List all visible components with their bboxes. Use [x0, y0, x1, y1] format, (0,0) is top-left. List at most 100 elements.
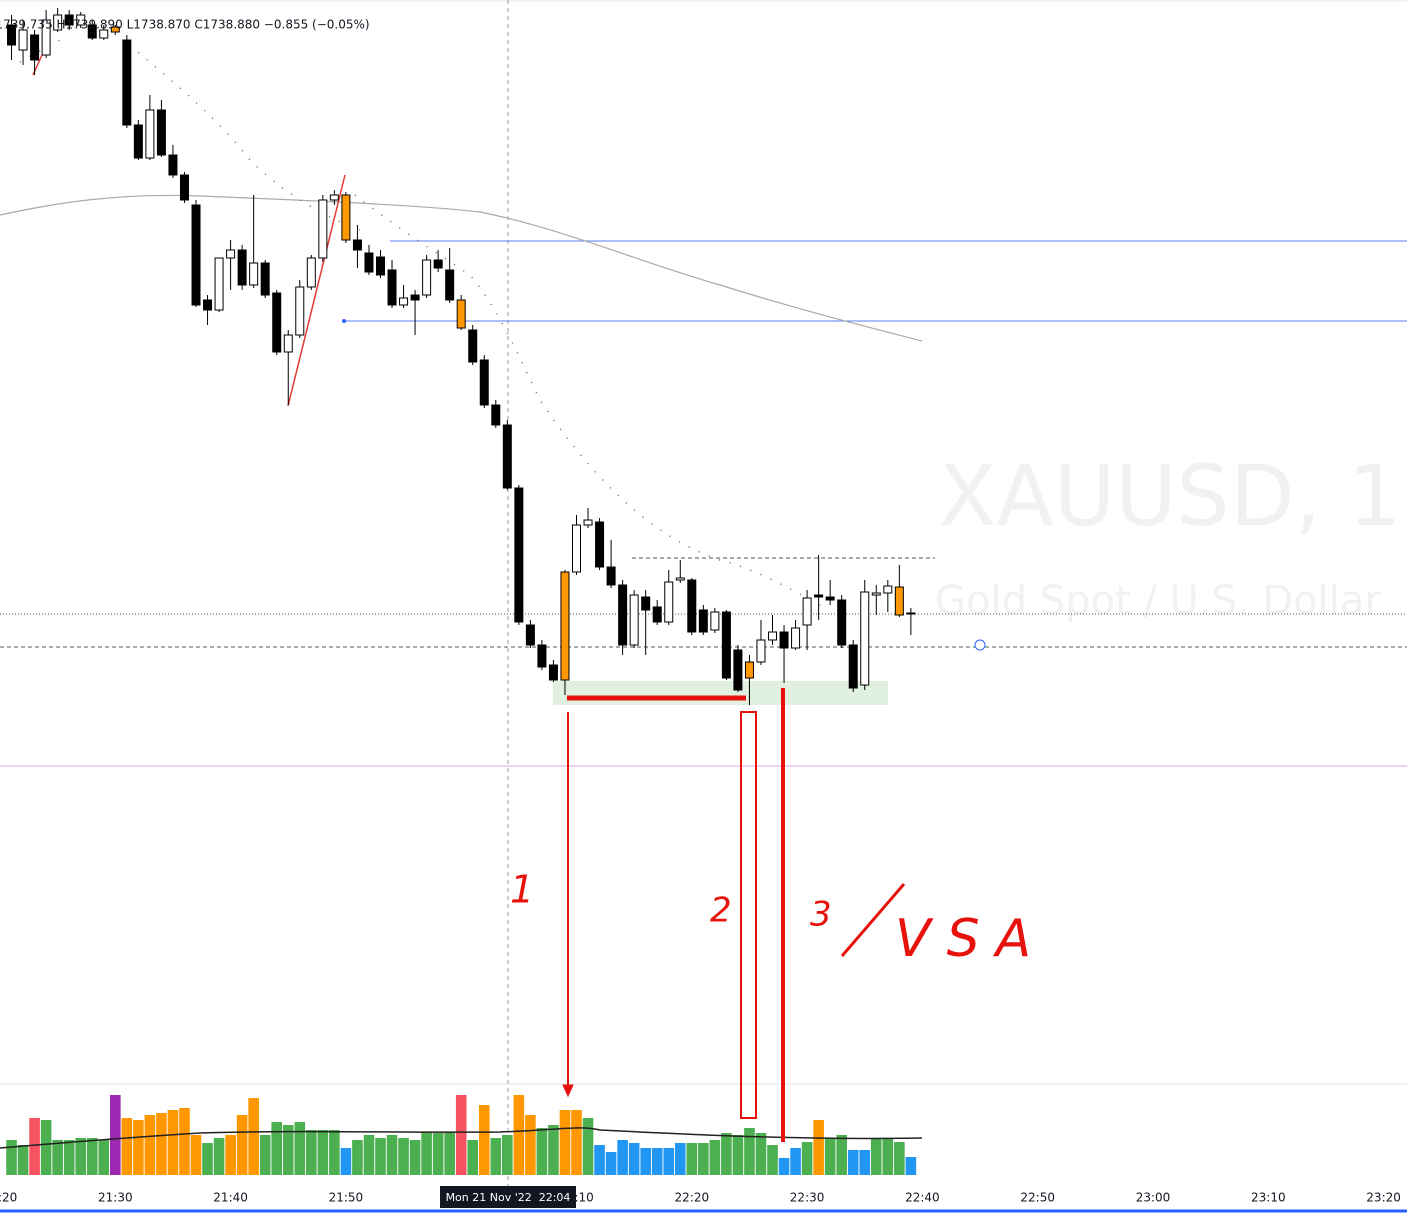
volume-bar — [363, 1135, 375, 1175]
volume-bar — [259, 1135, 271, 1175]
candle-body — [76, 14, 86, 26]
x-tick-label: 22:30 — [790, 1191, 825, 1205]
candle-body — [675, 577, 685, 581]
volume-bar — [421, 1132, 432, 1175]
candle-body — [906, 612, 916, 615]
volume-bar — [663, 1148, 675, 1175]
candle-body — [341, 194, 351, 241]
volume-bar — [894, 1142, 905, 1175]
volume-bar — [813, 1120, 824, 1175]
volume-bar — [352, 1140, 363, 1175]
crosshair-handle[interactable] — [974, 639, 986, 651]
candle-body — [837, 599, 847, 646]
volume-bar — [121, 1118, 133, 1175]
volume-bar — [190, 1135, 202, 1175]
volume-bar — [536, 1128, 548, 1175]
candle-body — [30, 34, 40, 61]
candle-body — [710, 611, 720, 631]
candle-body — [306, 257, 316, 288]
candle-body — [883, 585, 893, 594]
volume-bar — [478, 1105, 490, 1175]
candle-body — [572, 524, 581, 573]
sar-dots — [19, 39, 821, 606]
candle-body — [468, 329, 478, 363]
x-tick-label: 21:30 — [98, 1191, 133, 1205]
volume-bar — [317, 1130, 329, 1175]
annotation: VSA — [895, 909, 1047, 969]
volume-bar — [156, 1113, 167, 1175]
trend-line — [287, 174, 346, 407]
candle-body — [595, 521, 605, 568]
annotation: 2 — [710, 891, 732, 931]
watermark-symbol: XAUUSD, 1 — [939, 447, 1402, 545]
volume-bar — [617, 1140, 628, 1175]
candle-body — [606, 566, 616, 586]
candle-body — [375, 256, 385, 276]
volume-pane — [6, 1095, 917, 1175]
volume-bar — [905, 1157, 917, 1175]
x-tick-label: 23:20 — [1366, 1191, 1401, 1205]
watermark-name: Gold Spot / U.S. Dollar — [935, 578, 1381, 624]
crosshair-label-bg — [440, 1186, 576, 1208]
candle-body — [721, 611, 731, 679]
volume-bar — [432, 1133, 444, 1175]
candle-body — [260, 262, 270, 296]
volume-bar — [63, 1140, 75, 1175]
candle-body — [629, 594, 639, 646]
candle-body — [583, 519, 593, 526]
volume-bar — [271, 1122, 283, 1175]
candle-body — [814, 594, 824, 598]
volume-bar — [571, 1110, 582, 1175]
volume-bar — [86, 1138, 98, 1175]
volume-bar — [709, 1140, 721, 1175]
candle-body — [203, 299, 213, 311]
annotations — [562, 688, 906, 1142]
candle-body — [41, 19, 51, 56]
volume-bar — [282, 1125, 294, 1175]
volume-bar — [213, 1138, 225, 1175]
candle-body — [779, 631, 789, 649]
volume-bar — [790, 1148, 801, 1175]
volume-bar — [582, 1118, 594, 1175]
volume-bar — [836, 1135, 847, 1175]
candle-body — [18, 29, 28, 51]
volume-bar — [398, 1138, 409, 1175]
candle-body — [791, 627, 801, 649]
volume-bar — [686, 1143, 698, 1175]
volume-bar — [133, 1120, 144, 1175]
crosshair-label: Mon 21 Nov '22 22:04 — [446, 1191, 571, 1204]
candle-body — [664, 581, 674, 623]
candle-body — [548, 664, 558, 681]
candle-body — [145, 109, 155, 159]
volume-bar — [605, 1152, 617, 1175]
x-tick-label: 21:40 — [213, 1191, 248, 1205]
candle-body — [179, 174, 189, 201]
volume-bar — [767, 1145, 778, 1175]
volume-bar — [467, 1140, 479, 1175]
candle-body — [399, 297, 409, 306]
x-axis: 21:2021:3021:4021:5022:1022:2022:3022:40… — [0, 1191, 1401, 1205]
candles — [7, 8, 916, 705]
candle-body — [618, 584, 628, 646]
ohlc-header: O1739.735 H1739.890 L1738.870 C1738.880 … — [0, 18, 370, 32]
candle-body — [410, 294, 420, 301]
candle-body — [122, 39, 132, 126]
volume-bar — [225, 1135, 236, 1175]
candle-body — [329, 194, 339, 201]
volume-bar — [513, 1095, 525, 1175]
candle-body — [871, 592, 881, 596]
candle-body — [7, 24, 17, 46]
candle-body — [525, 624, 535, 646]
candle-body — [87, 24, 97, 39]
candle-body — [249, 262, 259, 286]
volume-bar — [386, 1135, 398, 1175]
candle-body — [802, 597, 812, 626]
candle-body — [456, 299, 466, 329]
candle-body — [133, 124, 143, 159]
candle-body — [502, 424, 512, 489]
volume-bar — [698, 1143, 709, 1175]
candle-body — [698, 609, 708, 633]
support-zone — [553, 681, 888, 705]
